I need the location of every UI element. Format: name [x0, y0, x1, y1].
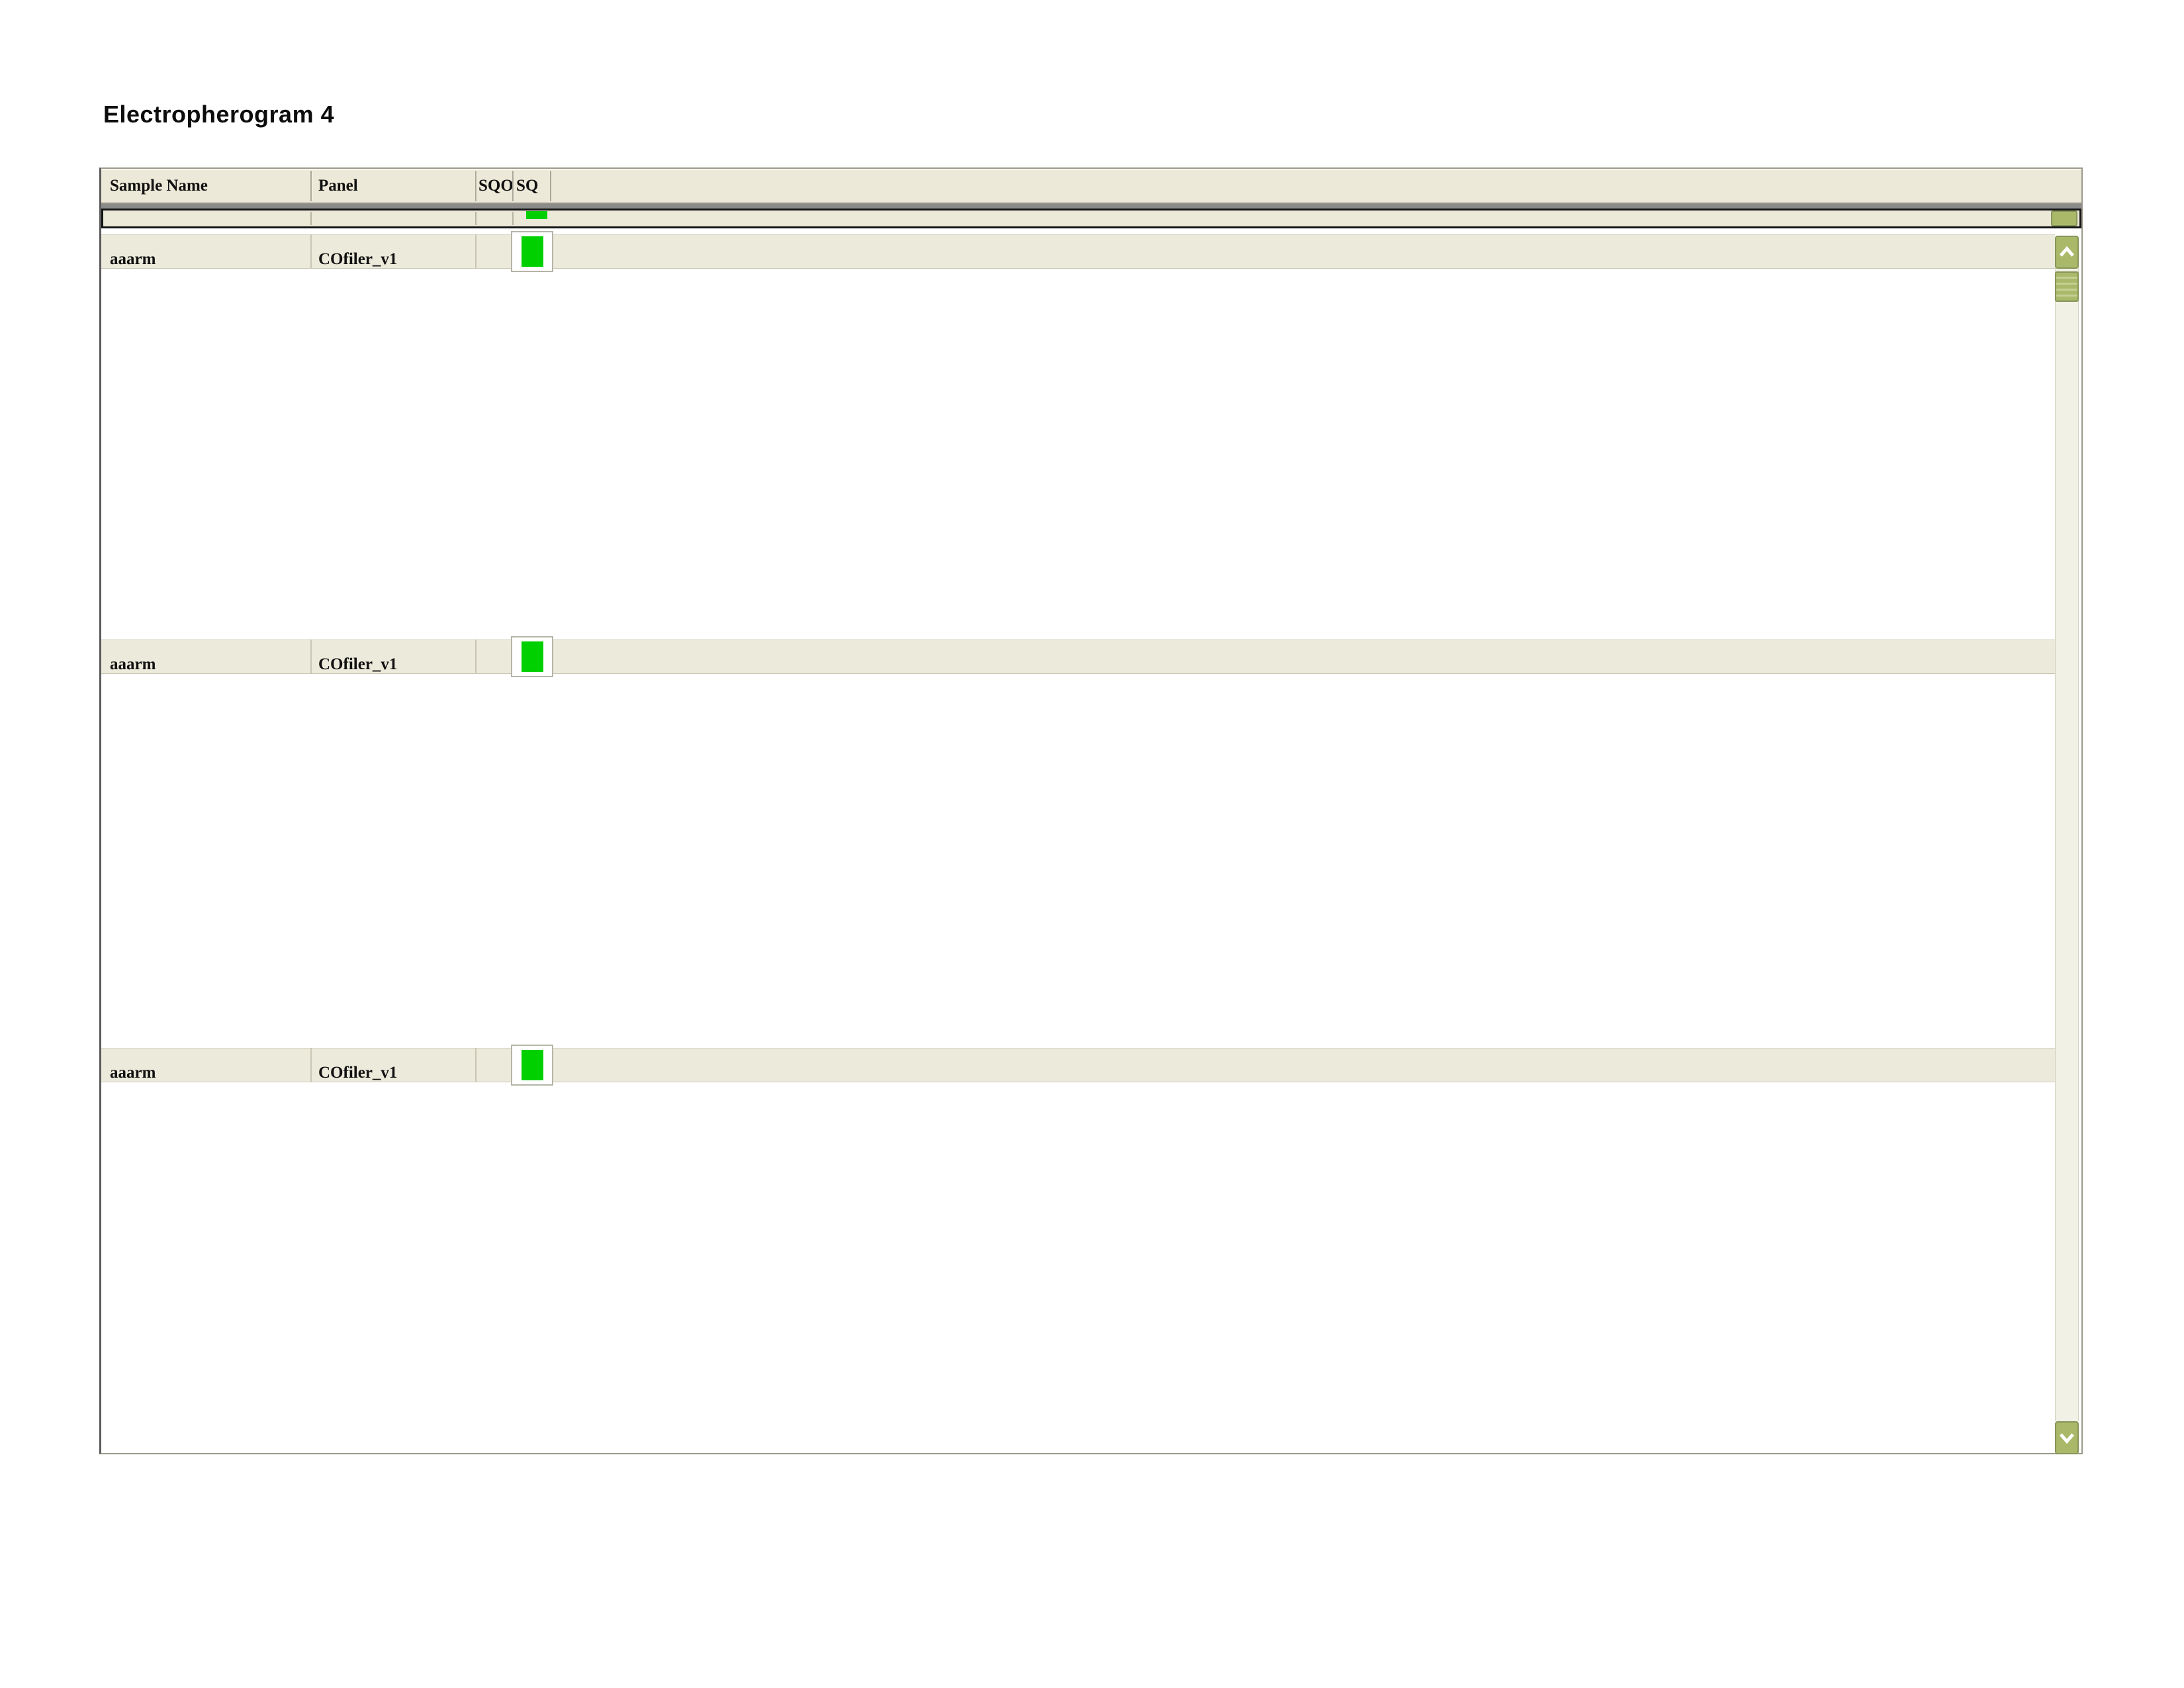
- chevron-up-icon: [2059, 246, 2075, 257]
- scroll-down-button[interactable]: [2055, 1421, 2079, 1454]
- sample-row[interactable]: [101, 234, 2055, 269]
- sample-name: aaarm: [110, 250, 156, 268]
- strip-divider: [475, 212, 477, 225]
- header-divider: [475, 171, 477, 201]
- strip-divider: [310, 212, 312, 225]
- chevron-down-icon: [2059, 1433, 2075, 1444]
- horizontal-scroll-strip[interactable]: [101, 209, 2081, 228]
- row-divider: [475, 234, 477, 269]
- panel-name: COfiler_v1: [318, 655, 398, 673]
- row-divider: [475, 639, 477, 674]
- panel-name: COfiler_v1: [318, 1064, 398, 1082]
- sample-name: aaarm: [110, 1064, 156, 1082]
- sq-pass-indicator: [522, 236, 543, 267]
- column-header-sqo[interactable]: SQO: [478, 177, 514, 195]
- sample-name: aaarm: [110, 655, 156, 673]
- vertical-scrollbar-track[interactable]: [2055, 267, 2079, 1421]
- row-divider: [310, 234, 312, 269]
- sq-pass-indicator: [522, 641, 543, 672]
- vertical-scrollbar-thumb[interactable]: [2055, 271, 2079, 302]
- page-title: Electropherogram 4: [103, 101, 335, 128]
- row-divider: [310, 1048, 312, 1082]
- header-divider: [310, 171, 312, 201]
- row-divider: [475, 1048, 477, 1082]
- header-separator: [101, 204, 2081, 209]
- header-divider: [550, 171, 551, 201]
- panel-name: COfiler_v1: [318, 250, 398, 268]
- sample-row[interactable]: [101, 1048, 2055, 1082]
- column-header-sq[interactable]: SQ: [516, 177, 539, 195]
- sq-indicator-sliver: [526, 211, 547, 219]
- column-header-panel[interactable]: Panel: [318, 177, 358, 195]
- strip-divider: [512, 212, 514, 225]
- plot-window-frame: [99, 167, 2083, 1454]
- header-divider: [512, 171, 514, 201]
- row-divider: [310, 639, 312, 674]
- column-header-sample-name[interactable]: Sample Name: [110, 177, 208, 195]
- sample-row[interactable]: [101, 639, 2055, 674]
- table-header: [101, 169, 2081, 204]
- strip-scroll-button[interactable]: [2051, 211, 2077, 226]
- sq-pass-indicator: [522, 1050, 543, 1080]
- scroll-up-button[interactable]: [2055, 236, 2079, 269]
